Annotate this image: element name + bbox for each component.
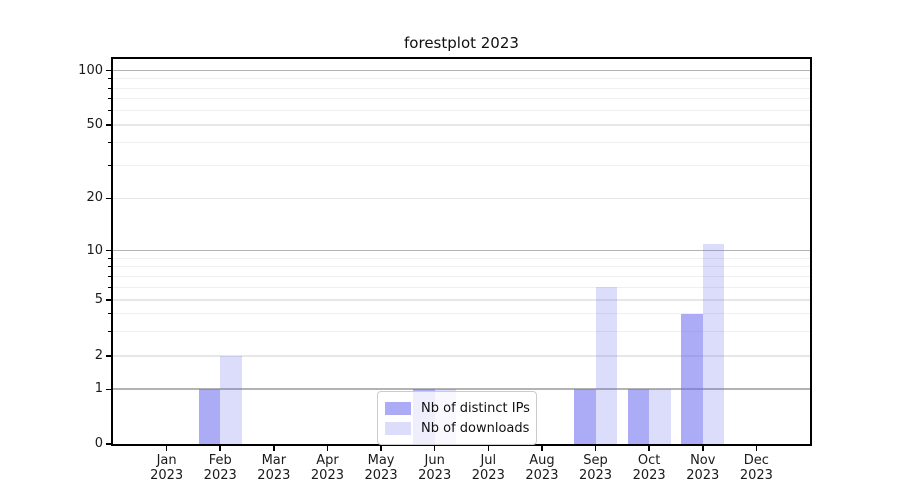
bar-nb-of-downloads-feb <box>220 356 242 444</box>
legend-swatch-distinct-ips <box>385 401 411 415</box>
x-tick-label-jan: Jan 2023 <box>150 453 184 483</box>
x-tick-mark-jul <box>487 446 490 451</box>
legend-label-distinct-ips: Nb of distinct IPs <box>421 400 530 416</box>
gridline-minor-7 <box>113 275 810 277</box>
x-tick-mark-aug <box>541 446 543 451</box>
gridline-minor-6 <box>113 286 810 288</box>
legend-label-downloads: Nb of downloads <box>421 420 530 436</box>
x-tick-label-oct: Oct 2023 <box>632 453 666 483</box>
gridline-minor-8 <box>113 266 810 268</box>
y-minor-tick-mark-60 <box>108 110 111 112</box>
x-tick-label-apr: Apr 2023 <box>310 453 344 483</box>
y-minor-tick-mark-3 <box>108 330 111 332</box>
y-tick-label-1: 1 <box>94 381 103 397</box>
y-minor-tick-mark-70 <box>108 98 111 100</box>
x-tick-mark-feb <box>219 446 221 451</box>
gridline-minor-9 <box>113 257 810 259</box>
x-tick-mark-may <box>380 446 382 451</box>
bar-nb-of-downloads-nov <box>702 243 725 444</box>
y-tick-label-2: 2 <box>94 348 103 363</box>
y-tick-mark-100 <box>106 69 111 72</box>
gridline-major-1 <box>113 388 810 390</box>
x-tick-mark-nov <box>702 446 704 451</box>
y-minor-tick-mark-90 <box>108 78 111 80</box>
y-minor-tick-mark-8 <box>108 266 111 268</box>
x-tick-label-feb: Feb 2023 <box>203 453 237 483</box>
gridline-minor-80 <box>113 87 810 89</box>
y-tick-mark-2 <box>106 355 111 357</box>
y-tick-mark-10 <box>106 249 111 252</box>
bar-nb-of-downloads-oct <box>649 389 671 444</box>
plot-area: Nb of distinct IPs Nb of downloads <box>111 57 812 446</box>
legend-swatch-downloads <box>385 421 411 435</box>
y-minor-tick-mark-7 <box>108 275 111 277</box>
y-minor-tick-mark-9 <box>108 257 111 259</box>
x-tick-label-may: May 2023 <box>364 453 398 483</box>
gridline-major-5 <box>113 299 810 301</box>
bars-layer <box>113 59 810 444</box>
x-tick-label-sep: Sep 2023 <box>578 453 613 483</box>
y-minor-tick-mark-80 <box>108 87 111 89</box>
gridline-minor-40 <box>113 142 810 144</box>
y-tick-label-10: 10 <box>86 242 103 258</box>
y-tick-mark-0 <box>106 443 111 445</box>
legend-row-distinct-ips: Nb of distinct IPs <box>385 398 530 418</box>
legend-row-downloads: Nb of downloads <box>385 418 530 438</box>
bar-nb-of-distinct-ips-sep <box>574 389 596 444</box>
bar-nb-of-distinct-ips-nov <box>681 313 703 444</box>
gridline-major-50 <box>113 124 810 126</box>
x-tick-mark-mar <box>273 446 275 451</box>
y-tick-label-20: 20 <box>86 190 103 206</box>
x-tick-label-nov: Nov 2023 <box>686 453 720 483</box>
y-tick-label-100: 100 <box>78 62 103 78</box>
gridline-major-20 <box>113 197 810 199</box>
x-tick-mark-oct <box>648 446 650 451</box>
gridline-minor-4 <box>113 313 810 315</box>
y-tick-mark-20 <box>106 197 111 200</box>
y-minor-tick-mark-30 <box>108 165 111 167</box>
x-tick-mark-sep <box>594 446 597 451</box>
bar-nb-of-downloads-sep <box>595 287 617 444</box>
y-tick-label-0: 0 <box>94 436 103 451</box>
y-tick-mark-5 <box>106 299 111 301</box>
gridline-major-10 <box>113 249 810 252</box>
gridline-minor-90 <box>113 78 810 80</box>
x-tick-label-dec: Dec 2023 <box>739 453 773 483</box>
y-tick-label-50: 50 <box>86 117 103 132</box>
x-tick-mark-apr <box>326 446 329 451</box>
y-tick-mark-1 <box>106 388 111 391</box>
x-tick-label-aug: Aug 2023 <box>525 453 559 483</box>
bar-nb-of-distinct-ips-feb <box>198 389 221 444</box>
gridline-layer <box>113 59 810 444</box>
x-tick-mark-jun <box>433 446 436 451</box>
x-tick-mark-dec <box>755 446 758 451</box>
bar-nb-of-distinct-ips-oct <box>627 389 650 444</box>
gridline-minor-3 <box>113 330 810 332</box>
x-tick-label-mar: Mar 2023 <box>257 453 291 483</box>
legend: Nb of distinct IPs Nb of downloads <box>377 391 537 445</box>
gridline-major-2 <box>113 355 810 357</box>
y-minor-tick-mark-4 <box>108 313 111 315</box>
gridline-minor-60 <box>113 110 810 112</box>
gridline-minor-70 <box>113 98 810 100</box>
x-tick-label-jul: Jul 2023 <box>471 453 505 483</box>
y-tick-mark-50 <box>106 124 111 126</box>
gridline-major-100 <box>113 69 810 72</box>
x-tick-mark-jan <box>165 446 168 451</box>
chart-title: forestplot 2023 <box>404 34 519 52</box>
x-tick-label-jun: Jun 2023 <box>418 453 452 483</box>
y-tick-label-5: 5 <box>94 292 103 307</box>
gridline-minor-30 <box>113 165 810 167</box>
y-minor-tick-mark-6 <box>108 286 111 288</box>
y-minor-tick-mark-40 <box>108 142 111 144</box>
